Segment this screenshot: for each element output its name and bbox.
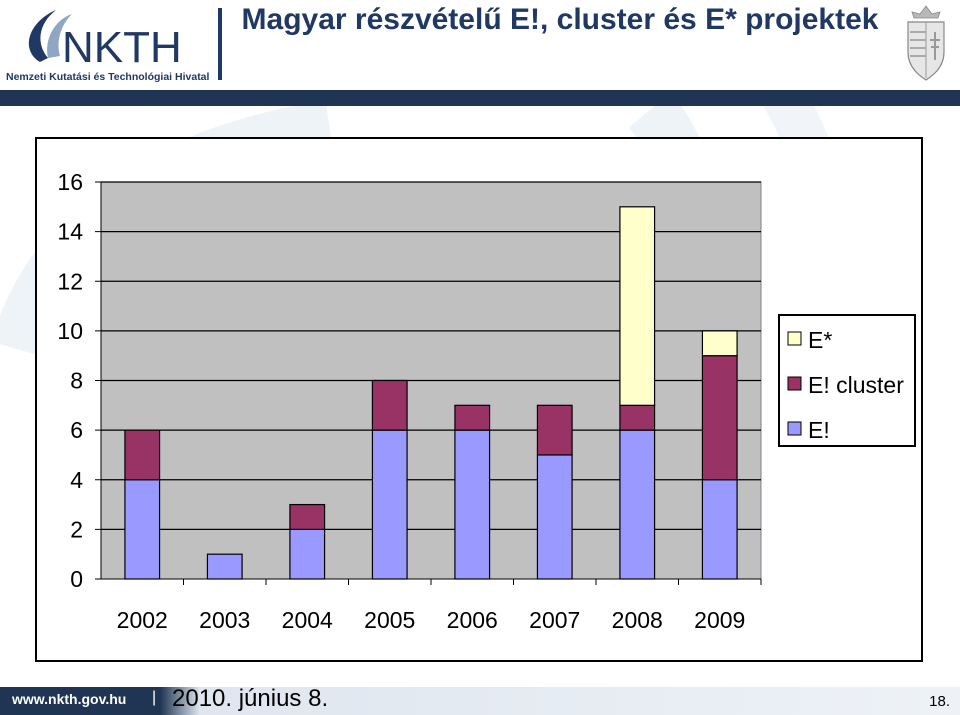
x-tick-label: 2005	[364, 607, 415, 633]
svg-text:Nemzeti Kutatási és Technológi: Nemzeti Kutatási és Technológiai Hivatal	[6, 71, 210, 83]
header-bar	[0, 90, 960, 106]
svg-text:NKTH: NKTH	[62, 23, 182, 72]
legend-label: E!	[808, 417, 830, 443]
bar-2008-e-	[619, 206, 656, 406]
bar-2003-e-	[206, 553, 243, 580]
bar-2007-e-	[536, 454, 573, 580]
y-tick-label: 10	[57, 318, 83, 344]
legend-label: E*	[808, 327, 832, 353]
page-title: Magyar részvételű E!, cluster és E* proj…	[241, 3, 879, 36]
y-tick-label: 16	[57, 169, 83, 195]
footer-bar	[0, 687, 960, 715]
bar-2009-e-	[701, 479, 738, 580]
coat-of-arms-icon	[907, 5, 945, 81]
page-number: 18.	[929, 693, 950, 710]
footer-date: 2010. június 8.	[172, 685, 329, 712]
bar-2006-e-	[454, 429, 491, 580]
y-tick-label: 8	[70, 368, 83, 394]
legend-swatch	[787, 421, 802, 436]
footer-separator: |	[152, 689, 157, 706]
x-tick-label: 2008	[612, 607, 663, 633]
y-tick-label: 6	[70, 417, 83, 443]
bar-2002-e-cluster	[124, 429, 161, 481]
legend-label: E! cluster	[808, 372, 904, 398]
x-tick-label: 2006	[447, 607, 498, 633]
bar-2007-e-cluster	[536, 404, 573, 456]
y-tick-label: 2	[70, 516, 83, 542]
bar-2004-e-cluster	[289, 503, 326, 530]
x-tick-label: 2009	[694, 607, 745, 633]
legend-swatch	[787, 376, 802, 391]
x-tick-label: 2004	[282, 607, 333, 633]
bar-2006-e-cluster	[454, 404, 491, 431]
bar-2002-e-	[124, 479, 161, 580]
y-tick-label: 0	[70, 566, 83, 592]
y-tick-label: 12	[57, 268, 83, 294]
y-tick-label: 4	[70, 467, 83, 493]
bar-2005-e-cluster	[371, 379, 408, 431]
bar-2009-e-	[701, 330, 738, 357]
bar-2004-e-	[289, 528, 326, 580]
legend-box	[778, 314, 916, 447]
footer-url: www.nkth.gov.hu	[12, 691, 127, 707]
bar-2005-e-	[371, 429, 408, 580]
legend-swatch	[787, 331, 802, 346]
bar-2009-e-cluster	[701, 355, 738, 481]
nkth-logo: NKTH Nemzeti Kutatási és Technológiai Hi…	[6, 8, 222, 83]
x-tick-label: 2003	[199, 607, 250, 633]
x-tick-label: 2007	[529, 607, 580, 633]
y-tick-label: 14	[57, 219, 83, 245]
bar-2008-e-	[619, 429, 656, 580]
bar-2008-e-cluster	[619, 404, 656, 431]
x-tick-label: 2002	[117, 607, 168, 633]
